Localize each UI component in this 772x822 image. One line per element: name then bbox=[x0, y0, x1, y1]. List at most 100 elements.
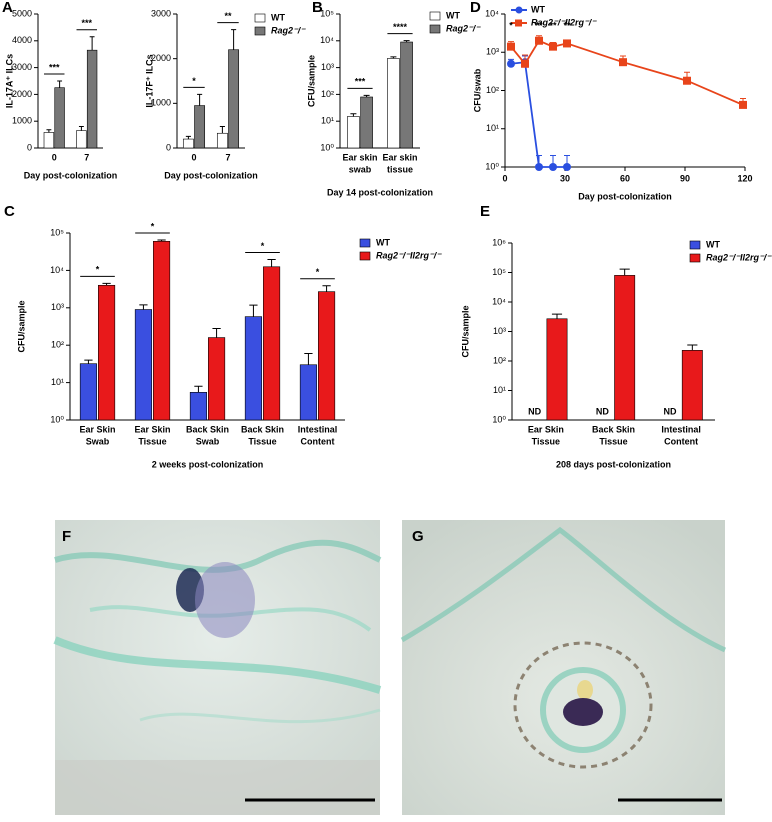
legend-marker bbox=[515, 19, 522, 27]
significance: * bbox=[192, 76, 196, 86]
x-tick-label: Ear skin bbox=[342, 152, 377, 162]
x-axis-label: Day post-colonization bbox=[24, 170, 118, 180]
bar bbox=[318, 291, 336, 421]
point bbox=[739, 100, 747, 109]
y-tick-label: 10⁵ bbox=[320, 8, 334, 18]
x-tick-label: Back Skin bbox=[241, 424, 284, 434]
error-bar bbox=[249, 304, 258, 317]
y-tick-label: 10³ bbox=[51, 302, 64, 312]
error-bar bbox=[363, 94, 370, 97]
legend-label: WT bbox=[376, 237, 390, 247]
legend-swatch bbox=[689, 240, 701, 250]
error-bar bbox=[194, 385, 203, 393]
legend-swatch bbox=[689, 253, 701, 263]
x-tick-label: swab bbox=[349, 164, 372, 174]
bar bbox=[299, 364, 317, 421]
y-axis-label: IL-17A⁺ ILCs bbox=[4, 54, 14, 108]
x-tick-label: Content bbox=[301, 436, 335, 446]
point bbox=[507, 42, 515, 51]
bar bbox=[347, 116, 360, 149]
bar bbox=[400, 41, 413, 149]
x-tick-label: Ear Skin bbox=[79, 424, 115, 434]
y-tick-label: 10¹ bbox=[321, 116, 334, 126]
x-tick-label: 120 bbox=[737, 173, 752, 183]
histology-f bbox=[53, 520, 382, 815]
bar bbox=[76, 130, 87, 149]
significance: * bbox=[509, 20, 513, 30]
panel-letter: G bbox=[412, 528, 424, 545]
panel-letter: E bbox=[480, 203, 490, 220]
value-label: ND bbox=[596, 406, 609, 416]
bar bbox=[263, 266, 281, 421]
panel-letter: C bbox=[4, 203, 15, 220]
x-tick-label: 7 bbox=[84, 152, 89, 162]
bar bbox=[244, 316, 262, 421]
y-tick-label: 10⁵ bbox=[492, 267, 506, 277]
x-tick-label: Intestinal bbox=[661, 424, 701, 434]
y-axis-label: CFU/swab bbox=[472, 68, 482, 112]
error-bar bbox=[84, 359, 93, 364]
x-axis-label: Day post-colonization bbox=[164, 170, 258, 180]
panel-letter: A bbox=[2, 0, 13, 16]
y-axis-label: CFU/sample bbox=[16, 300, 26, 352]
y-tick-label: 3000 bbox=[12, 62, 32, 72]
y-tick-label: 10⁰ bbox=[320, 142, 334, 152]
value-label: ND bbox=[664, 406, 677, 416]
legend-swatch bbox=[359, 251, 371, 261]
error-bar bbox=[197, 93, 203, 106]
legend-swatch bbox=[254, 13, 266, 23]
point bbox=[563, 39, 571, 48]
x-tick-label: 0 bbox=[191, 152, 196, 162]
x-tick-label: Swab bbox=[86, 436, 110, 446]
significance: ** bbox=[535, 20, 543, 30]
y-tick-label: 10⁰ bbox=[50, 414, 64, 424]
bar bbox=[134, 309, 152, 421]
error-bar bbox=[322, 285, 331, 292]
legend-label: Rag2⁻/⁻Il2rg⁻/⁻ bbox=[376, 250, 442, 260]
y-tick-label: 2000 bbox=[12, 89, 32, 99]
bar bbox=[208, 337, 226, 421]
point bbox=[507, 59, 515, 68]
significance: * bbox=[316, 267, 320, 277]
x-tick-label: Back Skin bbox=[186, 424, 229, 434]
series-line bbox=[510, 61, 567, 168]
series-line bbox=[510, 39, 744, 106]
x-tick-label: 30 bbox=[560, 173, 570, 183]
legend-label: WT bbox=[446, 10, 460, 20]
y-tick-label: 10¹ bbox=[486, 123, 499, 133]
y-tick-label: 3000 bbox=[151, 8, 171, 18]
bar bbox=[614, 275, 636, 421]
y-tick-label: 10⁴ bbox=[485, 8, 499, 18]
x-tick-label: Ear Skin bbox=[528, 424, 564, 434]
legend-label: Rag2⁻/⁻Il2rg⁻/⁻ bbox=[706, 252, 772, 262]
error-bar bbox=[304, 352, 313, 365]
y-tick-label: 10² bbox=[51, 340, 64, 350]
y-axis-label: CFU/sample bbox=[306, 55, 316, 107]
bar bbox=[194, 105, 206, 149]
error-bar bbox=[551, 313, 563, 319]
y-tick-label: 1000 bbox=[12, 116, 32, 126]
y-tick-label: 10⁴ bbox=[492, 296, 506, 306]
y-tick-label: 0 bbox=[166, 142, 171, 152]
y-tick-label: 10¹ bbox=[51, 377, 64, 387]
point bbox=[619, 58, 627, 67]
x-tick-label: 60 bbox=[620, 173, 630, 183]
error-bar bbox=[390, 56, 397, 59]
point bbox=[563, 163, 571, 171]
legend-label: Rag2⁻/⁻ bbox=[446, 23, 481, 33]
y-tick-label: 10⁰ bbox=[485, 161, 499, 171]
error-bar bbox=[57, 80, 63, 88]
significance: ** bbox=[563, 20, 571, 30]
y-axis-label: IL-17F⁺ ILCs bbox=[144, 54, 154, 107]
significance: * bbox=[261, 241, 265, 251]
x-tick-label: Tissue bbox=[532, 436, 560, 446]
y-tick-label: 10¹ bbox=[493, 385, 506, 395]
y-tick-label: 10⁵ bbox=[50, 227, 64, 237]
significance: *** bbox=[355, 77, 366, 87]
bar bbox=[681, 350, 703, 421]
point bbox=[683, 76, 691, 85]
y-tick-label: 0 bbox=[27, 142, 32, 152]
legend-label: Rag2⁻/⁻Il2rg⁻/⁻ bbox=[531, 17, 597, 27]
panel-letter: B bbox=[312, 0, 323, 16]
